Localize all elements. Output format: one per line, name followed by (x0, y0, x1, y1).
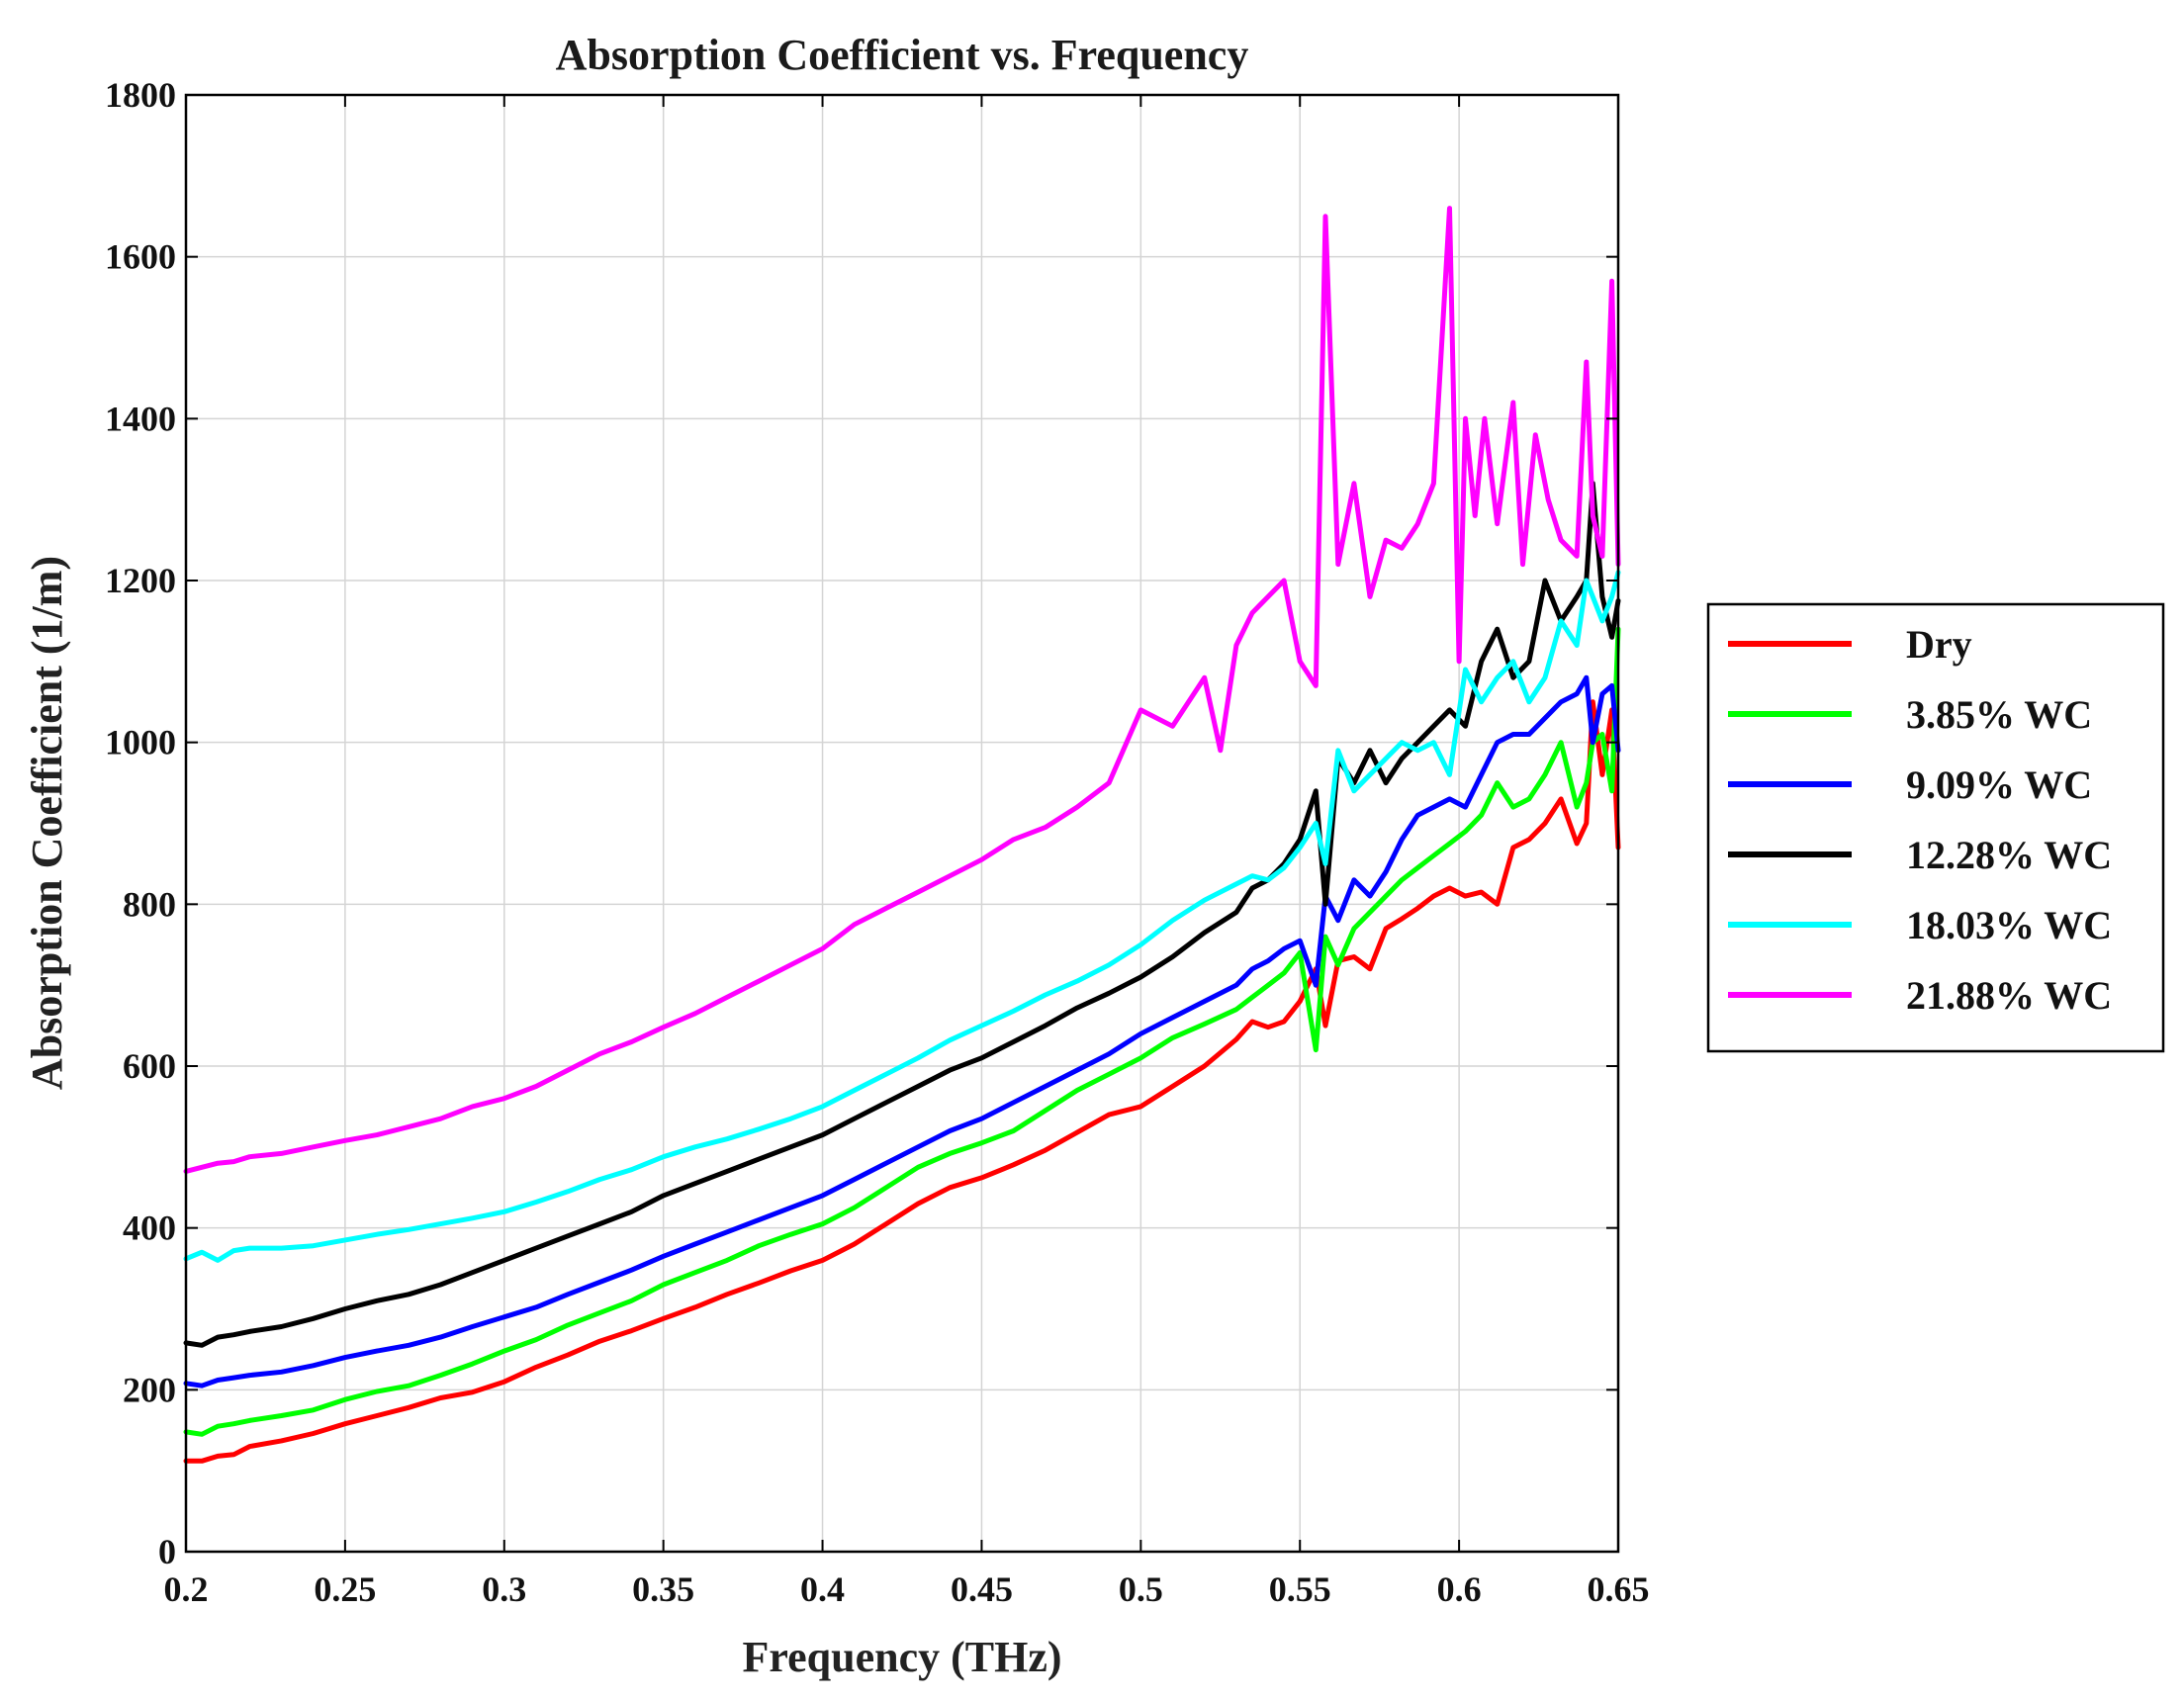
y-tick-label: 1000 (105, 723, 176, 762)
y-tick-label: 600 (123, 1046, 176, 1086)
y-tick-label: 1800 (105, 75, 176, 115)
x-tick-label: 0.3 (482, 1569, 526, 1609)
series-line-3 (183, 481, 1621, 1348)
chart-title: Absorption Coefficient vs. Frequency (556, 31, 1249, 79)
y-tick-label: 0 (158, 1532, 176, 1571)
series-line-4 (183, 570, 1621, 1263)
x-tick-label: 0.65 (1588, 1569, 1650, 1609)
series-lines (183, 206, 1621, 1464)
x-tick-label: 0.35 (632, 1569, 694, 1609)
y-axis-ticks: 0 200 400 600 800 1000 1200 1400 1600 1800 (105, 75, 1618, 1571)
legend-label: 3.85% WC (1906, 692, 2092, 737)
y-tick-label: 400 (123, 1209, 176, 1248)
x-tick-label: 0.2 (164, 1569, 209, 1609)
series-line-5 (183, 206, 1621, 1174)
legend-label: 18.03% WC (1906, 903, 2112, 947)
y-axis-label: Absorption Coefficient (1/m) (23, 556, 71, 1090)
x-axis-ticks: 0.2 0.25 0.3 0.35 0.4 0.45 0.5 0.55 0.6 0.65 (164, 95, 1650, 1609)
y-tick-label: 800 (123, 884, 176, 924)
legend-label: 12.28% WC (1906, 833, 2112, 877)
x-tick-label: 0.55 (1269, 1569, 1331, 1609)
x-tick-label: 0.4 (800, 1569, 845, 1609)
y-tick-label: 1600 (105, 237, 176, 277)
series-line-2 (183, 674, 1621, 1388)
x-axis-label: Frequency (THz) (742, 1633, 1061, 1681)
x-tick-label: 0.45 (951, 1569, 1013, 1609)
legend: Dry 3.85% WC 9.09% WC 12.28% WC 18.03% WC 21.… (1706, 602, 2165, 1053)
legend-label: 9.09% WC (1906, 762, 2092, 807)
legend-label: Dry (1906, 622, 1972, 667)
x-tick-label: 0.5 (1119, 1569, 1163, 1609)
series-line-0 (183, 699, 1621, 1464)
x-tick-label: 0.25 (314, 1569, 376, 1609)
plot-frame (184, 93, 1620, 1554)
y-tick-label: 1200 (105, 561, 176, 600)
series-line-1 (183, 626, 1621, 1437)
x-tick-label: 0.6 (1437, 1569, 1482, 1609)
legend-box (1706, 602, 2165, 1053)
y-tick-label: 1400 (105, 399, 176, 438)
legend-label: 21.88% WC (1906, 973, 2112, 1018)
grid (186, 95, 1618, 1552)
y-tick-label: 200 (123, 1370, 176, 1409)
